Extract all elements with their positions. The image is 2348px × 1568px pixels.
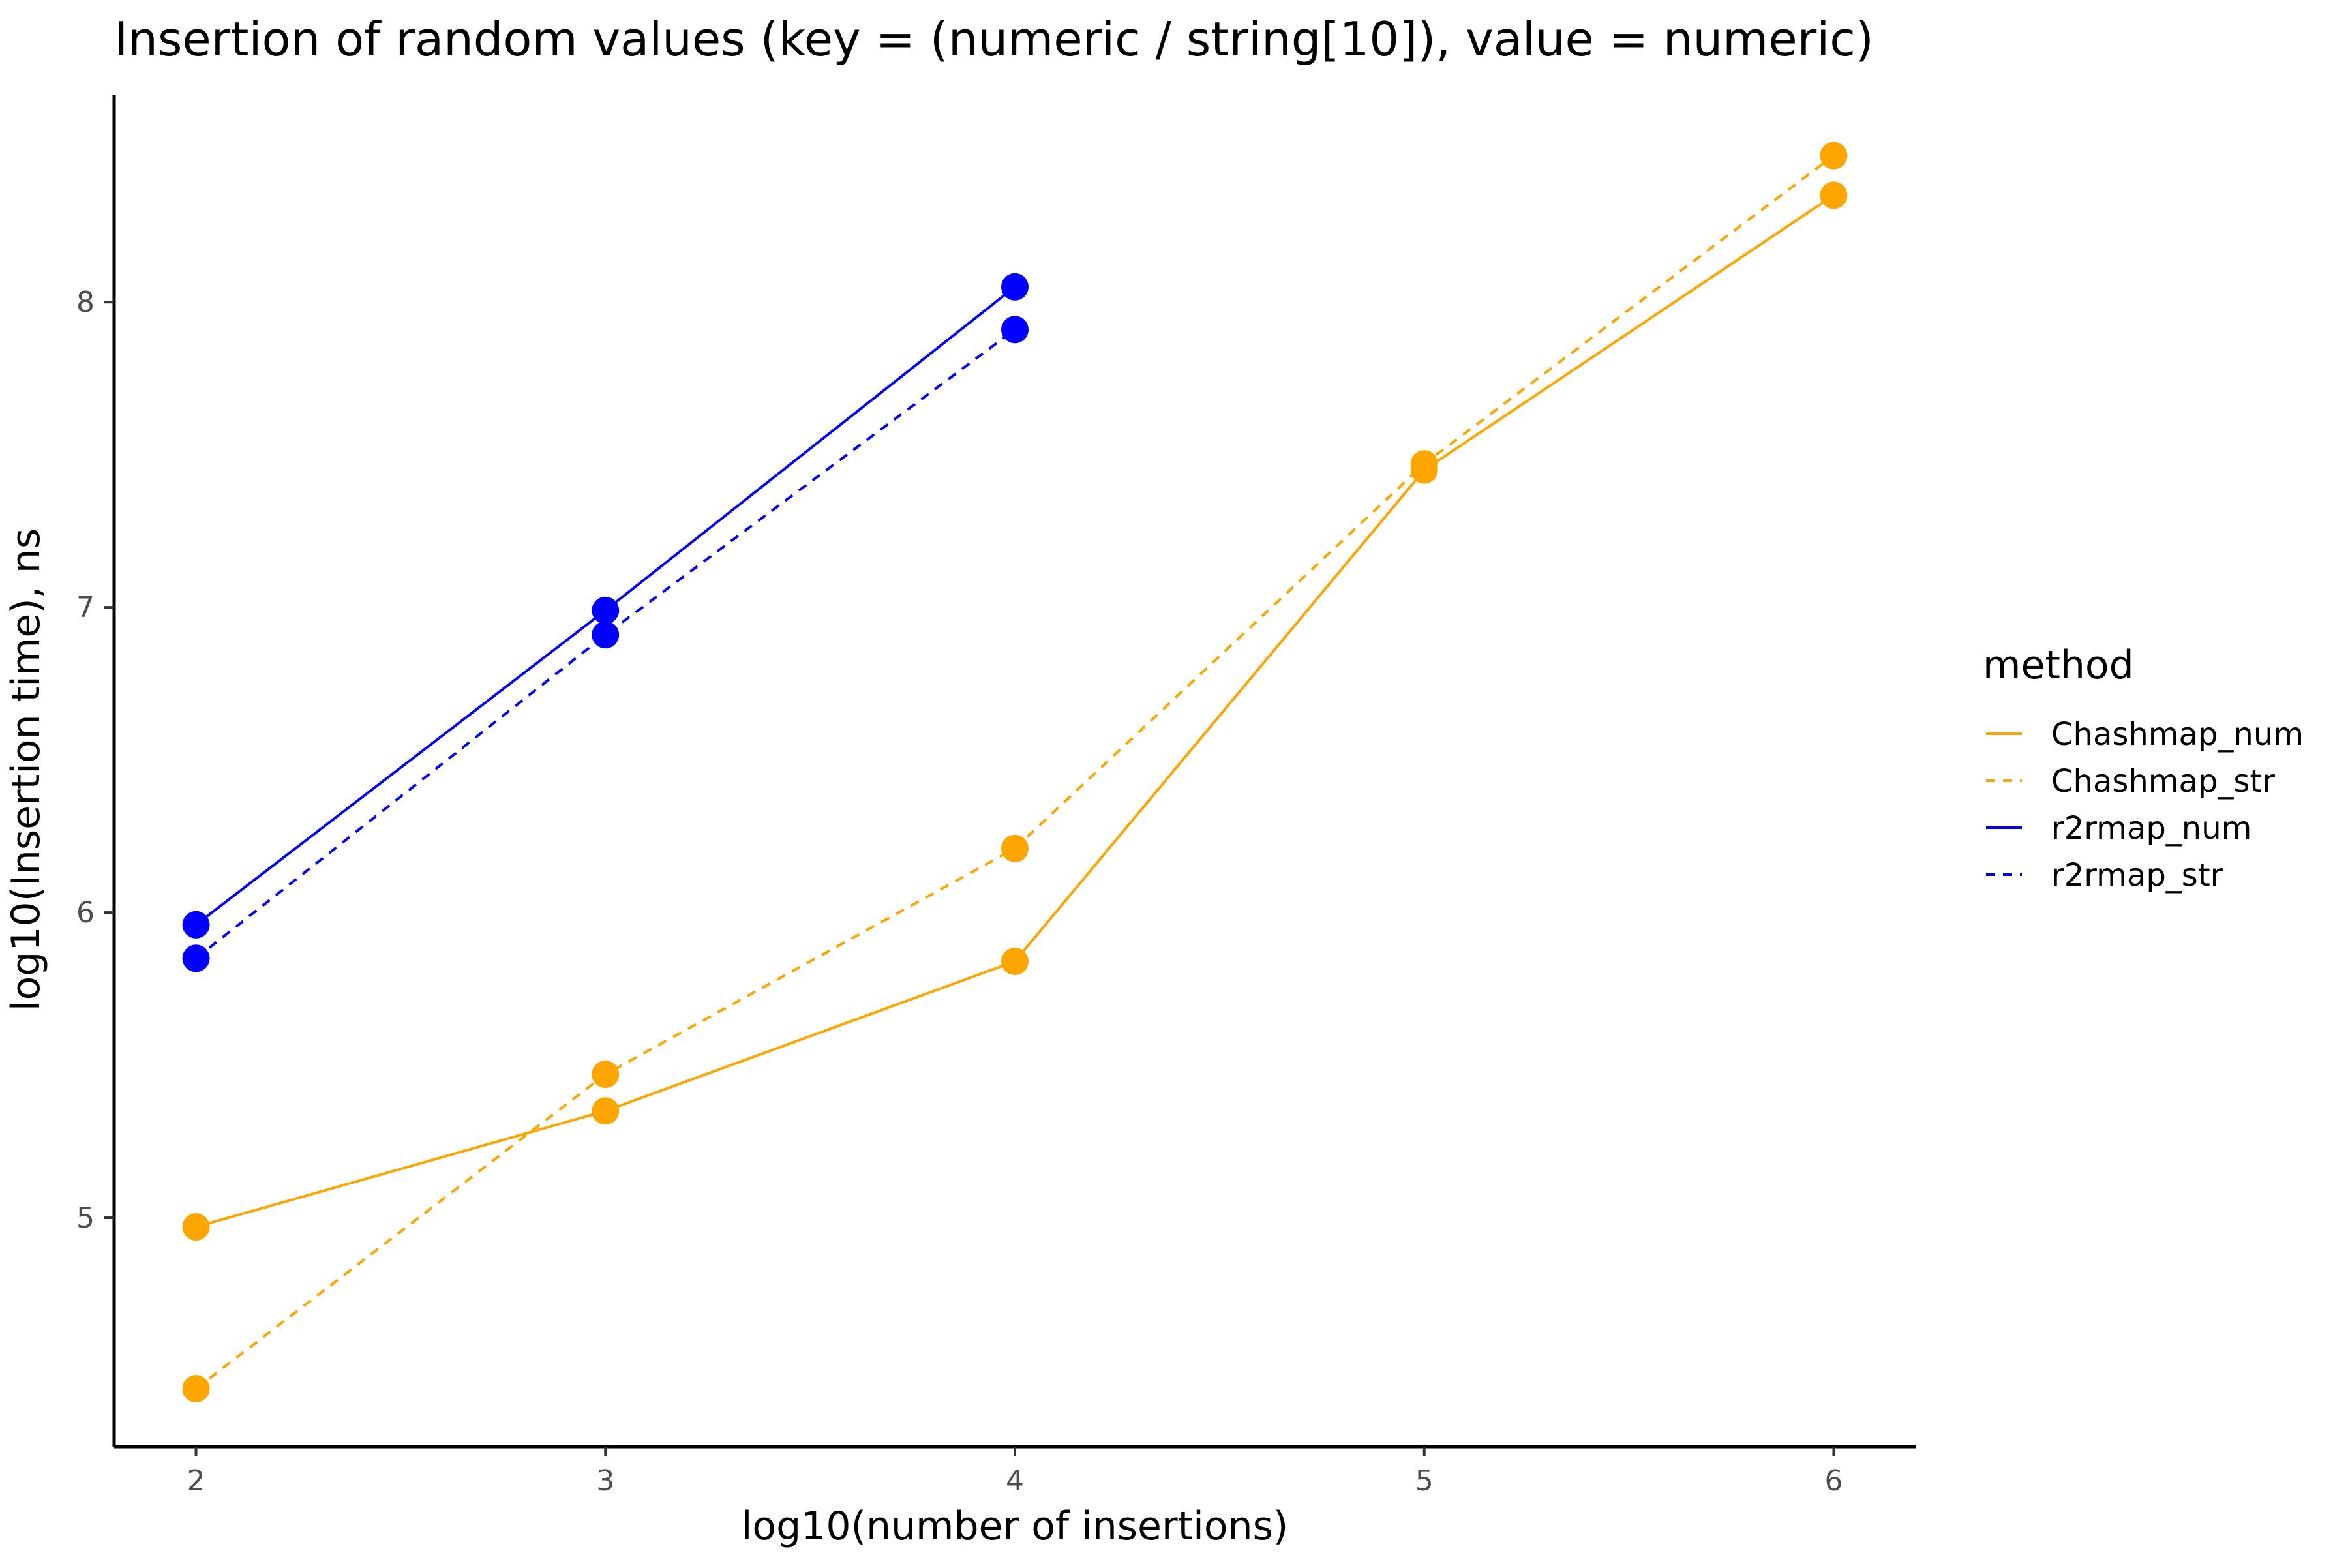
data-point: [592, 596, 620, 624]
data-point: [182, 911, 210, 939]
data-point: [182, 1375, 210, 1403]
x-tick-label: 4: [1006, 1464, 1024, 1498]
series-line-r2rmap-str: [195, 328, 1016, 959]
series-line-chashmap-num: [196, 194, 1835, 1229]
y-tick-label: 7: [76, 591, 95, 624]
series-r2rmap-str: [182, 316, 1029, 972]
axes: 2 3 4 5 6 5 6 7 8: [76, 95, 1916, 1498]
data-point: [1001, 316, 1029, 344]
legend-item-r2rmap-str: r2rmap_str: [1986, 857, 2223, 894]
data-point: [1001, 273, 1029, 301]
series-layer: [182, 142, 1848, 1403]
series-chashmap-str: [182, 142, 1848, 1403]
legend-item-chashmap-num: Chashmap_num: [1986, 716, 2304, 753]
x-tick-label: 5: [1415, 1464, 1434, 1498]
data-point: [592, 1061, 620, 1089]
data-point: [592, 1097, 620, 1125]
y-tick-label: 6: [76, 896, 95, 929]
data-point: [1820, 181, 1848, 209]
data-point: [182, 1213, 210, 1241]
legend: method Chashmap_num Chashmap_str r2rmap_nu…: [1983, 642, 2304, 894]
legend-label: r2rmap_num: [2051, 810, 2251, 847]
series-r2rmap-num: [182, 273, 1029, 939]
legend-title: method: [1983, 642, 2134, 688]
legend-label: Chashmap_str: [2051, 763, 2275, 800]
data-point: [1410, 450, 1438, 478]
y-axis-title: log10(Insertion time), ns: [3, 528, 49, 1011]
data-point: [1001, 947, 1029, 975]
x-tick-label: 2: [187, 1464, 205, 1498]
x-tick-label: 6: [1824, 1464, 1843, 1498]
chart-title: Insertion of random values (key = (numer…: [114, 12, 1874, 67]
data-point: [1001, 834, 1029, 862]
y-tick-label: 5: [76, 1201, 95, 1235]
x-axis-title: log10(number of insertions): [742, 1503, 1289, 1549]
legend-label: Chashmap_num: [2051, 716, 2304, 753]
data-point: [182, 944, 210, 972]
data-point: [1820, 142, 1848, 170]
y-tick-label: 8: [76, 286, 95, 319]
x-tick-label: 3: [596, 1464, 614, 1498]
data-point: [592, 621, 620, 649]
legend-label: r2rmap_str: [2051, 857, 2223, 894]
legend-item-chashmap-str: Chashmap_str: [1986, 763, 2275, 800]
legend-item-r2rmap-num: r2rmap_num: [1986, 810, 2251, 847]
